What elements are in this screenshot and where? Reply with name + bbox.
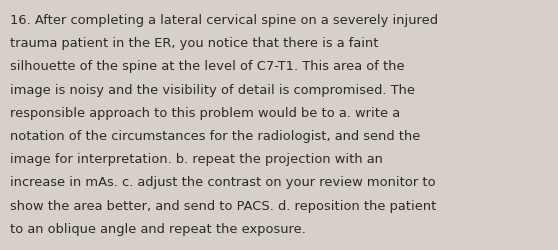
Text: image is noisy and the visibility of detail is compromised. The: image is noisy and the visibility of det… xyxy=(10,83,415,96)
Text: image for interpretation. b. repeat the projection with an: image for interpretation. b. repeat the … xyxy=(10,152,383,166)
Text: silhouette of the spine at the level of C7-T1. This area of the: silhouette of the spine at the level of … xyxy=(10,60,405,73)
Text: increase in mAs. c. adjust the contrast on your review monitor to: increase in mAs. c. adjust the contrast … xyxy=(10,176,436,189)
Text: 16. After completing a lateral cervical spine on a severely injured: 16. After completing a lateral cervical … xyxy=(10,14,438,27)
Text: to an oblique angle and repeat the exposure.: to an oblique angle and repeat the expos… xyxy=(10,222,306,235)
Text: responsible approach to this problem would be to a. write a: responsible approach to this problem wou… xyxy=(10,106,400,119)
Text: notation of the circumstances for the radiologist, and send the: notation of the circumstances for the ra… xyxy=(10,130,420,142)
Text: trauma patient in the ER, you notice that there is a faint: trauma patient in the ER, you notice tha… xyxy=(10,37,378,50)
Text: show the area better, and send to PACS. d. reposition the patient: show the area better, and send to PACS. … xyxy=(10,199,436,212)
